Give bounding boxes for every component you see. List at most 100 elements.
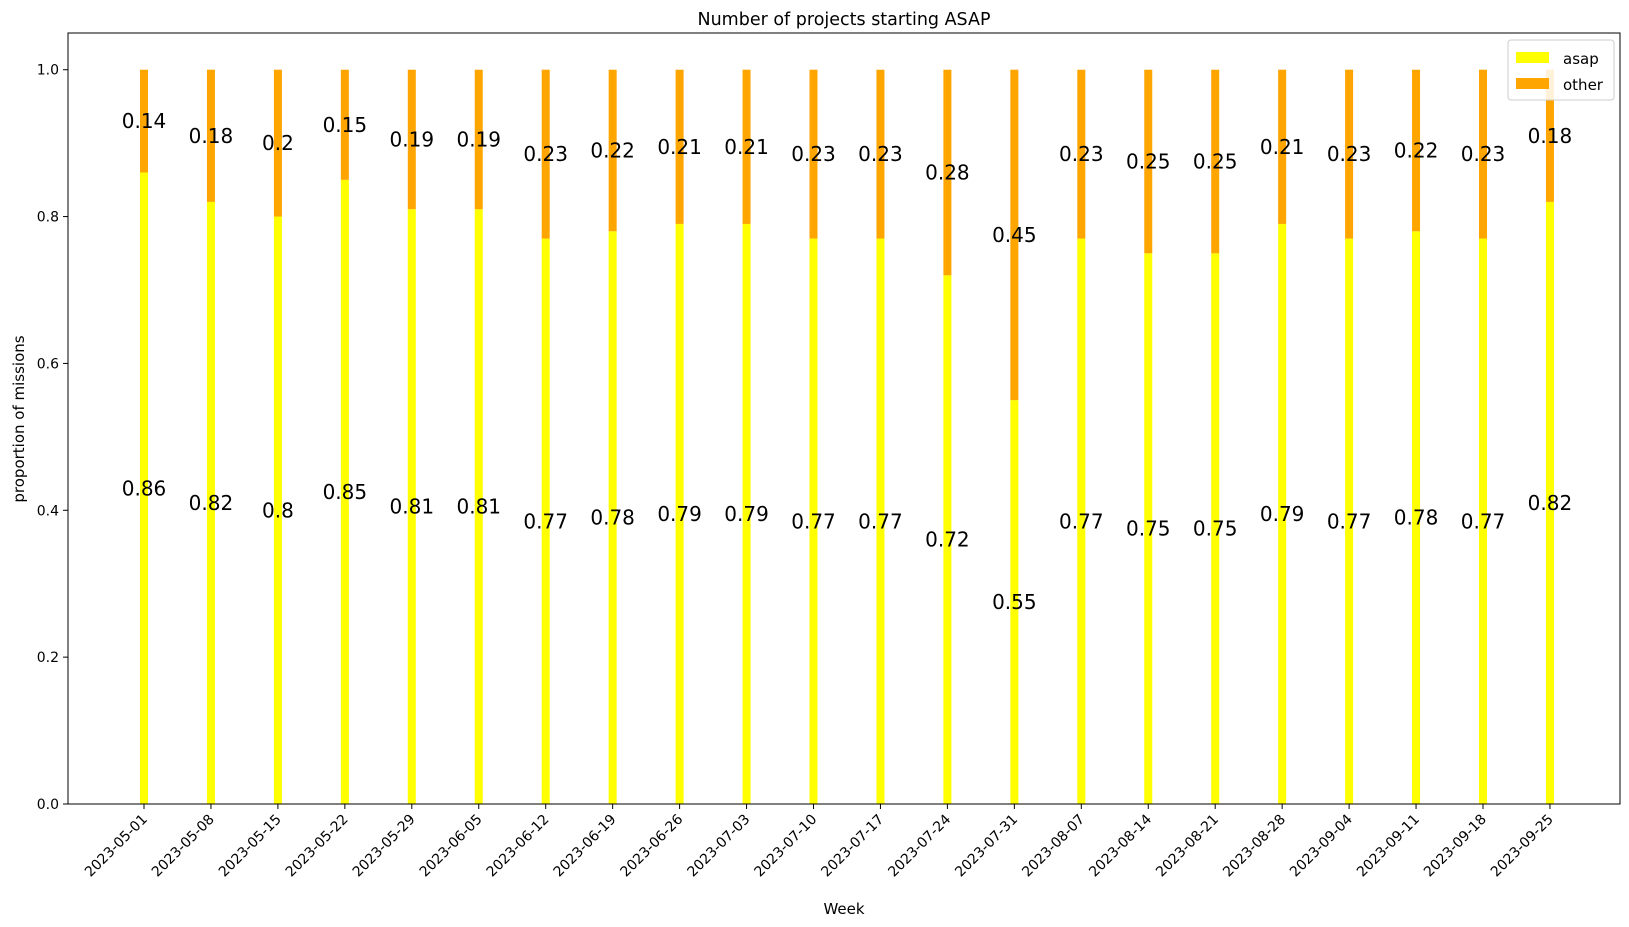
bar-other-2023-05-22 — [340, 69, 349, 180]
bar-other-2023-08-14 — [1144, 69, 1153, 254]
data-label-asap-2023-09-11: 0.78 — [1394, 506, 1439, 530]
bar-asap-2023-05-15 — [273, 216, 282, 805]
bar-other-2023-08-28 — [1278, 69, 1287, 224]
legend-label-other: other — [1563, 76, 1604, 94]
bar-asap-2023-07-31 — [1010, 400, 1019, 804]
bar-asap-2023-09-04 — [1345, 238, 1354, 805]
bar-other-2023-06-05 — [474, 69, 483, 210]
chart-title: Number of projects starting ASAP — [697, 10, 990, 30]
data-label-other-2023-05-01: 0.14 — [122, 109, 167, 133]
bar-other-2023-08-21 — [1211, 69, 1220, 254]
bar-asap-2023-06-19 — [608, 231, 617, 804]
data-label-other-2023-08-07: 0.23 — [1059, 142, 1104, 166]
data-label-other-2023-07-24: 0.28 — [925, 161, 970, 185]
bar-other-2023-08-07 — [1077, 69, 1086, 239]
data-label-asap-2023-05-15: 0.8 — [262, 498, 294, 522]
data-label-asap-2023-06-26: 0.79 — [657, 502, 702, 526]
plot-frame — [67, 32, 1621, 805]
data-label-asap-2023-06-05: 0.81 — [456, 495, 501, 519]
bar-other-2023-09-25 — [1545, 69, 1554, 202]
data-label-other-2023-09-25: 0.18 — [1528, 124, 1573, 148]
bar-asap-2023-05-08 — [206, 201, 215, 804]
data-label-asap-2023-05-29: 0.81 — [390, 495, 435, 519]
data-label-other-2023-05-15: 0.2 — [262, 131, 294, 155]
bar-other-2023-07-03 — [742, 69, 751, 224]
bar-asap-2023-05-01 — [140, 172, 148, 804]
data-label-other-2023-06-19: 0.22 — [590, 138, 635, 162]
legend-swatch-other — [1516, 78, 1549, 89]
data-label-asap-2023-07-17: 0.77 — [858, 509, 903, 533]
bar-other-2023-07-24 — [943, 69, 952, 276]
data-label-other-2023-09-11: 0.22 — [1394, 138, 1439, 162]
bar-other-2023-07-10 — [809, 69, 818, 239]
data-label-asap-2023-08-14: 0.75 — [1126, 517, 1171, 541]
legend-label-asap: asap — [1563, 50, 1599, 68]
data-label-other-2023-07-17: 0.23 — [858, 142, 903, 166]
data-label-other-2023-07-03: 0.21 — [724, 135, 769, 159]
bar-asap-2023-06-26 — [675, 223, 684, 804]
data-label-other-2023-07-31: 0.45 — [992, 223, 1037, 247]
data-label-other-2023-09-18: 0.23 — [1461, 142, 1506, 166]
bar-asap-2023-09-25 — [1545, 201, 1554, 804]
bar-other-2023-09-04 — [1345, 69, 1354, 239]
y-tick-label: 0.6 — [37, 356, 59, 372]
bar-other-2023-05-01 — [140, 69, 148, 173]
data-label-other-2023-05-29: 0.19 — [390, 127, 435, 151]
legend-swatch-asap — [1516, 52, 1549, 63]
bar-asap-2023-07-03 — [742, 223, 751, 804]
y-tick-label: 0.0 — [37, 797, 59, 813]
bar-asap-2023-09-11 — [1412, 231, 1421, 804]
y-tick-label: 0.8 — [37, 210, 59, 226]
x-axis-title: Week — [823, 900, 864, 918]
data-label-asap-2023-08-28: 0.79 — [1260, 502, 1305, 526]
data-label-other-2023-08-21: 0.25 — [1193, 150, 1238, 174]
data-label-asap-2023-07-03: 0.79 — [724, 502, 769, 526]
data-label-asap-2023-08-21: 0.75 — [1193, 517, 1238, 541]
bar-asap-2023-06-05 — [474, 209, 483, 804]
bar-asap-2023-09-18 — [1479, 238, 1487, 805]
bar-asap-2023-08-14 — [1144, 253, 1153, 805]
bar-asap-2023-08-21 — [1211, 253, 1220, 805]
bar-asap-2023-05-29 — [407, 209, 416, 804]
data-label-asap-2023-05-08: 0.82 — [189, 491, 234, 515]
y-tick-label: 0.4 — [37, 503, 59, 519]
bar-other-2023-07-17 — [876, 69, 885, 239]
data-label-asap-2023-08-07: 0.77 — [1059, 509, 1104, 533]
y-tick-label: 1.0 — [37, 63, 59, 79]
data-label-asap-2023-09-04: 0.77 — [1327, 509, 1372, 533]
bar-other-2023-05-29 — [407, 69, 416, 210]
data-label-other-2023-07-10: 0.23 — [791, 142, 836, 166]
bar-asap-2023-05-22 — [340, 179, 349, 804]
bar-asap-2023-07-17 — [876, 238, 885, 805]
data-label-asap-2023-05-01: 0.86 — [122, 476, 167, 500]
data-label-asap-2023-06-12: 0.77 — [523, 509, 568, 533]
bar-other-2023-06-12 — [541, 69, 550, 239]
data-label-asap-2023-09-18: 0.77 — [1461, 509, 1506, 533]
y-tick-label: 0.2 — [37, 650, 59, 666]
bar-asap-2023-06-12 — [541, 238, 550, 805]
data-label-asap-2023-07-24: 0.72 — [925, 528, 970, 552]
bar-other-2023-09-18 — [1479, 69, 1487, 239]
bar-asap-2023-08-07 — [1077, 238, 1086, 805]
bar-other-2023-09-11 — [1412, 69, 1421, 232]
data-label-other-2023-06-12: 0.23 — [523, 142, 568, 166]
data-label-asap-2023-06-19: 0.78 — [590, 506, 635, 530]
data-label-asap-2023-07-10: 0.77 — [791, 509, 836, 533]
data-label-asap-2023-07-31: 0.55 — [992, 590, 1037, 614]
data-label-asap-2023-05-22: 0.85 — [323, 480, 368, 504]
bar-asap-2023-07-10 — [809, 238, 818, 805]
data-label-other-2023-08-14: 0.25 — [1126, 150, 1171, 174]
bar-other-2023-06-26 — [675, 69, 684, 224]
bar-other-2023-07-31 — [1010, 69, 1019, 401]
bar-other-2023-05-15 — [273, 69, 282, 217]
data-label-other-2023-05-08: 0.18 — [189, 124, 234, 148]
data-label-other-2023-05-22: 0.15 — [323, 113, 368, 137]
data-label-other-2023-09-04: 0.23 — [1327, 142, 1372, 166]
data-label-asap-2023-09-25: 0.82 — [1528, 491, 1573, 515]
bar-other-2023-05-08 — [206, 69, 215, 202]
data-label-other-2023-08-28: 0.21 — [1260, 135, 1305, 159]
data-label-other-2023-06-05: 0.19 — [456, 127, 501, 151]
y-axis-title: proportion of missions — [10, 335, 28, 502]
